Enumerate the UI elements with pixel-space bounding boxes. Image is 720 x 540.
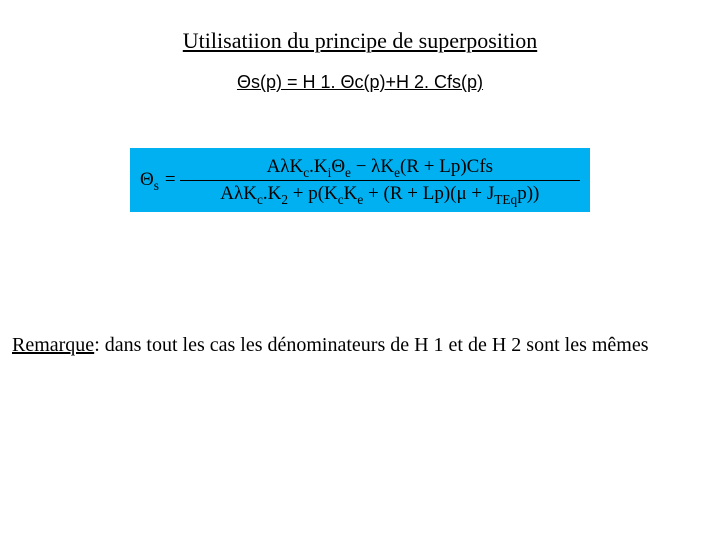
page-title: Utilisatiion du principe de superpositio… xyxy=(0,28,720,54)
formula-lhs: Θs xyxy=(140,169,165,191)
main-formula-box: Θs = AλKc.KiΘe − λKe(R + Lp)Cfs AλKc.K2 … xyxy=(130,148,590,212)
remark-text: : dans tout les cas les dénominateurs de… xyxy=(94,334,648,356)
formula-numerator: AλKc.KiΘe − λKe(R + Lp)Cfs xyxy=(263,156,498,178)
formula-equals: = xyxy=(165,169,180,191)
formula-fraction: AλKc.KiΘe − λKe(R + Lp)Cfs AλKc.K2 + p(K… xyxy=(180,156,580,205)
remark-line: Remarque: dans tout les cas les dénomina… xyxy=(12,334,708,357)
fraction-bar xyxy=(180,180,580,181)
slide: Utilisatiion du principe de superpositio… xyxy=(0,0,720,540)
main-formula: Θs = AλKc.KiΘe − λKe(R + Lp)Cfs AλKc.K2 … xyxy=(130,156,590,205)
formula-denominator: AλKc.K2 + p(KcKe + (R + Lp)(μ + JTEqp)) xyxy=(216,183,543,205)
remark-label: Remarque xyxy=(12,334,94,356)
superposition-equation: Θs(p) = H 1. Θc(p)+H 2. Cfs(p) xyxy=(0,72,720,93)
